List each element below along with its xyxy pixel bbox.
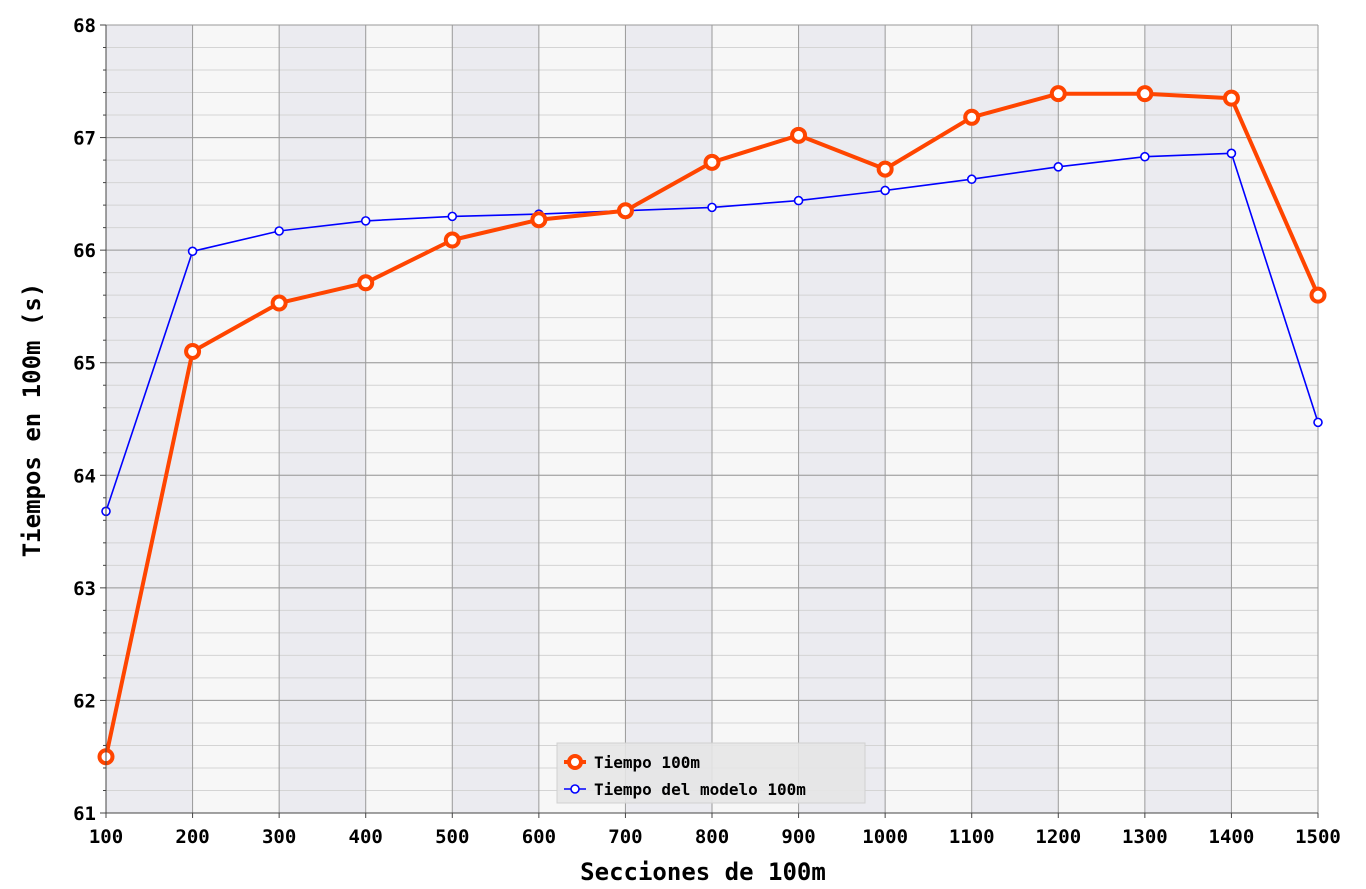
y-tick-label: 66 [73,240,96,262]
data-point-tiempo-del-modelo-100m [793,195,804,206]
legend: Tiempo 100m Tiempo del modelo 100m [556,742,866,804]
plot-band [625,25,712,813]
data-point-tiempo-del-modelo-100m [966,174,977,185]
plot-band [971,25,1059,813]
data-point-tiempo-del-modelo-100m [447,211,458,222]
x-tick-label: 700 [608,826,642,848]
plot-band [712,25,799,813]
data-point-tiempo-del-modelo-100m [187,246,198,257]
x-tick-label: 200 [175,826,209,848]
y-tick-label: 64 [73,465,96,487]
data-point-tiempo-100m [1049,85,1067,103]
y-tick-label: 68 [73,15,96,37]
data-point-tiempo-100m [963,108,981,126]
y-tick-label: 67 [73,128,96,150]
x-tick-label: 1000 [862,826,908,848]
plot-band [192,25,280,813]
plot-band [279,25,366,813]
legend-marker-tiempo-del-modelo-100m [570,784,580,794]
x-tick-label: 300 [262,826,296,848]
plot-band [1231,25,1318,813]
data-point-tiempo-100m [790,126,808,144]
x-tick-label: 100 [89,826,123,848]
x-tick-label: 500 [435,826,469,848]
x-tick-label: 800 [695,826,729,848]
y-axis-title: Tiempos en 100m (s) [18,283,46,558]
data-point-tiempo-100m [357,274,375,292]
data-point-tiempo-100m [1309,286,1327,304]
x-tick-label: 1400 [1209,826,1255,848]
y-tick-label: 65 [73,353,96,375]
plot-band [798,25,886,813]
x-axis: 100 200 300 400 500 600 700 800 900 1000 1100 1200 1… [89,812,1341,848]
data-point-tiempo-del-modelo-100m [880,185,890,196]
major-gridlines [105,24,1319,814]
data-point-tiempo-del-modelo-100m [1313,417,1323,428]
data-point-tiempo-del-modelo-100m [1140,151,1150,162]
data-point-tiempo-100m [1136,85,1154,103]
data-point-tiempo-100m [703,153,721,171]
data-point-tiempo-100m [1222,89,1240,107]
legend-box [556,742,866,804]
x-tick-label: 1500 [1295,826,1341,848]
data-point-tiempo-del-modelo-100m [274,226,284,236]
data-point-tiempo-del-modelo-100m [1053,162,1064,172]
series-layer [97,85,1327,766]
data-point-tiempo-del-modelo-100m [1226,148,1237,159]
x-tick-label: 600 [522,826,556,848]
data-point-tiempo-100m [443,231,461,249]
legend-label-tiempo-del-modelo-100m: Tiempo del modelo 100m [594,780,806,799]
data-point-tiempo-del-modelo-100m [707,202,717,213]
x-tick-label: 400 [349,826,383,848]
data-point-tiempo-100m [616,202,634,220]
x-tick-label: 1200 [1035,826,1081,848]
legend-label-tiempo-100m: Tiempo 100m [594,753,700,772]
series-tiempo-100m [97,85,1327,766]
data-point-tiempo-del-modelo-100m [360,216,371,226]
plot-band [538,25,626,813]
plot-band [885,25,972,813]
x-tick-label: 900 [781,826,815,848]
plot-band [452,25,539,813]
y-tick-label: 61 [73,803,96,825]
y-tick-label: 63 [73,578,96,600]
data-point-tiempo-100m [876,160,894,178]
x-tick-label: 1100 [949,826,995,848]
y-axis: 61 62 63 64 65 66 67 68 [73,15,107,825]
x-tick-label: 1300 [1122,826,1168,848]
y-tick-label: 62 [73,690,96,712]
plot-band [1058,25,1145,813]
plot-band [365,25,453,813]
legend-marker-tiempo-100m [567,754,583,770]
data-point-tiempo-100m [270,294,288,312]
x-axis-title: Secciones de 100m [580,858,826,886]
data-point-tiempo-100m [184,342,202,360]
plot-band [1144,25,1232,813]
data-point-tiempo-100m [530,211,548,229]
